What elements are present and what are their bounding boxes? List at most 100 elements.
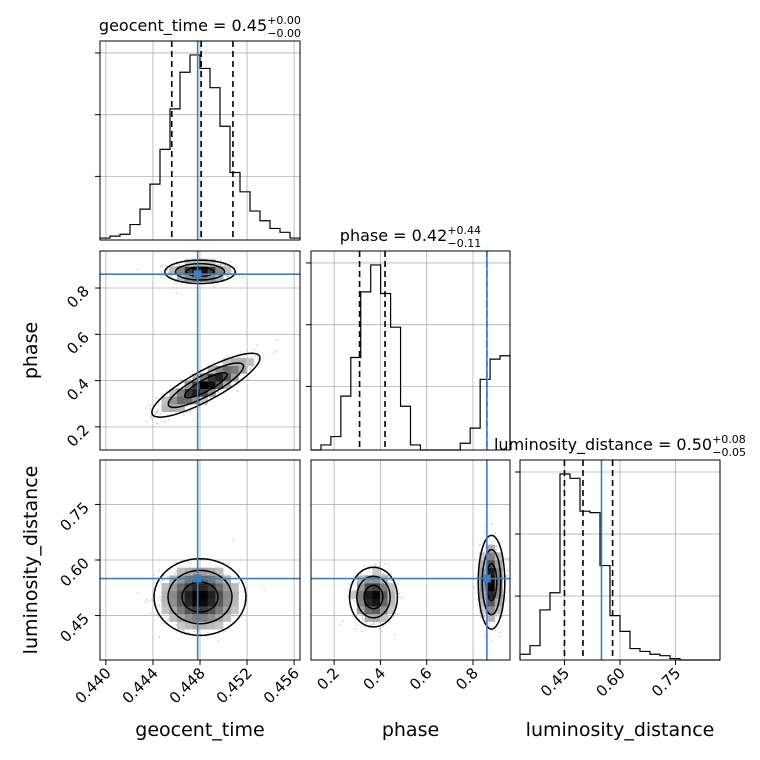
density-cell: [169, 396, 178, 405]
title-minus: −0.05: [712, 446, 746, 459]
sample-point: [505, 599, 508, 601]
sample-point: [487, 624, 490, 627]
density-cell: [487, 552, 495, 561]
density-cell: [184, 583, 193, 592]
x-axis-label-luminosity_distance: luminosity_distance: [526, 719, 715, 741]
density-cell: [200, 567, 208, 576]
sample-point: [217, 263, 220, 266]
x-tick-label: 0.60: [592, 664, 628, 700]
density-cell: [230, 598, 239, 607]
sample-point: [339, 623, 341, 626]
density-cell: [207, 373, 216, 382]
panel-phase-vs-luminosity_distance: [310, 459, 511, 661]
sample-point: [498, 635, 500, 638]
sample-point: [383, 562, 386, 565]
diag-panel-luminosity_distance: luminosity_distance = 0.50+0.08 −0.05: [494, 433, 746, 661]
sample-point: [156, 422, 158, 425]
density-cell: [356, 598, 365, 607]
x-axis-label-phase: phase: [382, 719, 439, 741]
sample-point: [219, 263, 222, 265]
sample-point: [372, 623, 375, 625]
density-cell: [238, 358, 247, 367]
sample-point: [207, 631, 209, 634]
x-tick-label: 0.440: [72, 664, 115, 707]
density-cell: [372, 598, 381, 607]
sample-point: [158, 604, 161, 607]
sample-point: [273, 351, 276, 354]
x-tick-label: 0.448: [166, 664, 209, 707]
sample-point: [226, 355, 229, 358]
sample-point: [228, 261, 231, 263]
sample-point: [167, 418, 170, 421]
density-cell: [169, 388, 178, 397]
sample-point: [382, 572, 385, 575]
density-cell: [215, 590, 224, 599]
density-cell: [176, 590, 185, 599]
sample-point: [341, 620, 344, 622]
sample-point: [175, 561, 178, 564]
sample-point: [222, 263, 224, 266]
sample-point: [353, 600, 355, 602]
sample-point: [167, 618, 169, 621]
density-cell: [364, 598, 373, 607]
sample-point: [186, 631, 189, 634]
sample-point: [217, 639, 220, 642]
sample-point: [491, 522, 493, 525]
density-cell: [487, 590, 495, 599]
sample-point: [193, 418, 195, 421]
density-cell: [372, 606, 381, 615]
y-tick-label: 0.45: [56, 610, 92, 646]
density-cell: [200, 273, 208, 282]
density-cell: [176, 606, 185, 615]
sample-point: [178, 384, 181, 387]
sample-point: [219, 264, 222, 267]
sample-point: [170, 274, 172, 277]
contour-line: [348, 566, 399, 628]
density-cell: [246, 358, 255, 367]
sample-point: [227, 275, 230, 278]
sample-point: [483, 530, 486, 533]
density-cell: [176, 396, 185, 405]
density-cell: [223, 583, 232, 592]
density-cell: [184, 575, 193, 584]
x-axis-label-geocent_time: geocent_time: [135, 719, 264, 741]
density-cell: [207, 365, 216, 374]
density-cell: [364, 606, 373, 615]
sample-point: [156, 410, 159, 413]
density-cell: [494, 606, 503, 615]
density-cell: [487, 613, 495, 622]
sample-point: [150, 599, 153, 601]
sample-point: [505, 574, 508, 577]
density-cell: [215, 381, 224, 390]
density-cell: [379, 613, 388, 622]
density-cell: [379, 598, 388, 607]
sample-point: [224, 264, 226, 267]
sample-point: [182, 413, 185, 416]
sample-point: [263, 588, 265, 591]
sample-point: [262, 354, 265, 357]
density-cell: [223, 575, 232, 584]
y-axis-phase: 0.2 0.4 0.6 0.8 phase: [20, 282, 100, 451]
grid-lines: [100, 41, 300, 240]
density-cell: [169, 266, 178, 275]
density-cell: [364, 575, 373, 584]
sample-point: [166, 576, 169, 578]
x-axis-phase: 0.2 0.4 0.6 0.8 phase: [313, 660, 482, 741]
sample-point: [143, 601, 146, 603]
sample-point: [242, 356, 245, 359]
y-tick-label: 0.6: [63, 328, 93, 358]
contour-line: [167, 569, 233, 625]
panel-frame: [310, 459, 511, 661]
density-cell: [200, 266, 208, 275]
density-cell: [184, 606, 193, 615]
contour-line: [477, 534, 506, 630]
sample-point: [249, 368, 252, 371]
sample-point: [374, 563, 377, 566]
sample-point: [165, 264, 168, 267]
sample-point: [257, 358, 260, 361]
grid-lines: [100, 460, 300, 660]
panel-title-luminosity_distance: luminosity_distance = 0.50+0.08 −0.05: [494, 433, 746, 459]
x-tick-label: 0.456: [260, 664, 303, 707]
density-cell: [192, 396, 201, 405]
histogram-luminosity_distance: [519, 473, 720, 661]
